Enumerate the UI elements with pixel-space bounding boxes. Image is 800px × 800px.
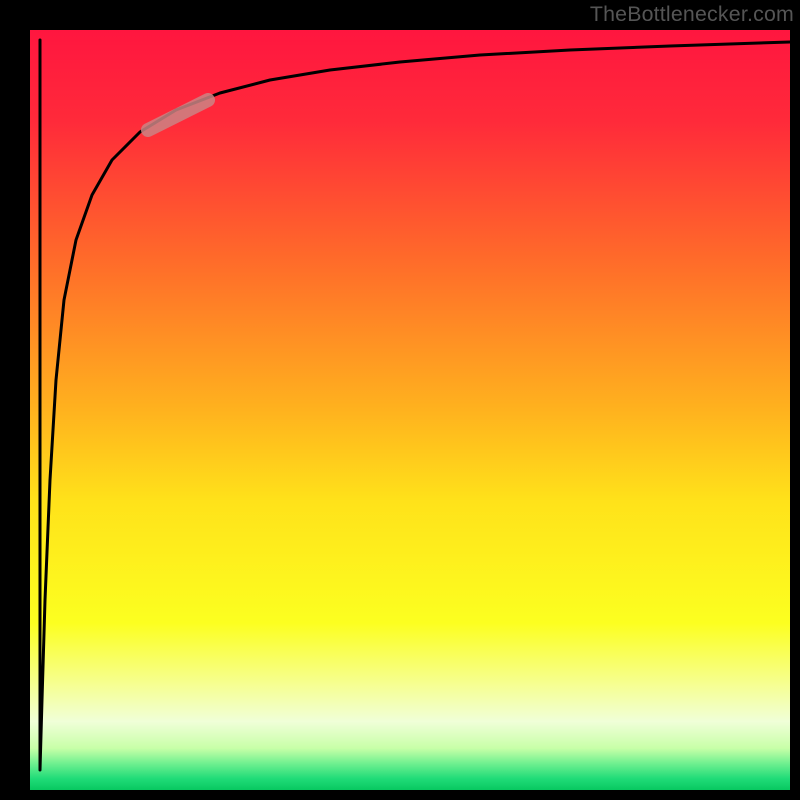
attribution-text: TheBottlenecker.com [590,2,794,27]
frame-left [0,0,30,800]
chart-svg [0,0,800,800]
chart-container: TheBottlenecker.com [0,0,800,800]
frame-bottom [0,790,800,800]
frame-right [790,0,800,800]
plot-area [30,30,790,790]
